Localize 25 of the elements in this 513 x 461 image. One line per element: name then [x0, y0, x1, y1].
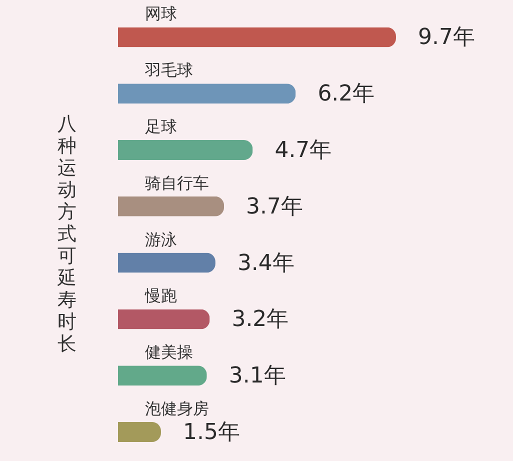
y-tick-label: 羽毛球 — [144, 60, 194, 80]
bar — [118, 27, 396, 48]
bar — [118, 366, 207, 386]
data-label: 3.1年 — [228, 364, 286, 389]
y-tick-label: 泡健身房 — [145, 398, 210, 418]
bar — [118, 309, 210, 330]
data-label: 4.7年 — [274, 138, 332, 163]
data-label: 1.5年 — [182, 420, 240, 445]
data-label: 3.2年 — [232, 307, 289, 332]
y-tick-label: 足球 — [145, 116, 178, 136]
y-tick-label: 健美操 — [145, 342, 194, 362]
bar — [118, 196, 224, 216]
data-label: 3.7年 — [246, 194, 304, 220]
y-tick-label: 慢跑 — [144, 286, 178, 306]
y-tick-label: 游泳 — [145, 230, 178, 249]
bar — [118, 84, 296, 104]
y-tick-label: 骑自行车 — [145, 173, 210, 192]
bar — [118, 252, 216, 273]
data-label: 6.2年 — [318, 82, 375, 107]
y-tick-label: 网球 — [145, 4, 178, 24]
bar — [118, 422, 161, 442]
data-label: 3.4年 — [237, 250, 294, 276]
bar — [118, 140, 253, 160]
chart-title: 八种运动方式可延寿时长 — [58, 112, 77, 355]
data-label: 9.7年 — [418, 25, 475, 50]
